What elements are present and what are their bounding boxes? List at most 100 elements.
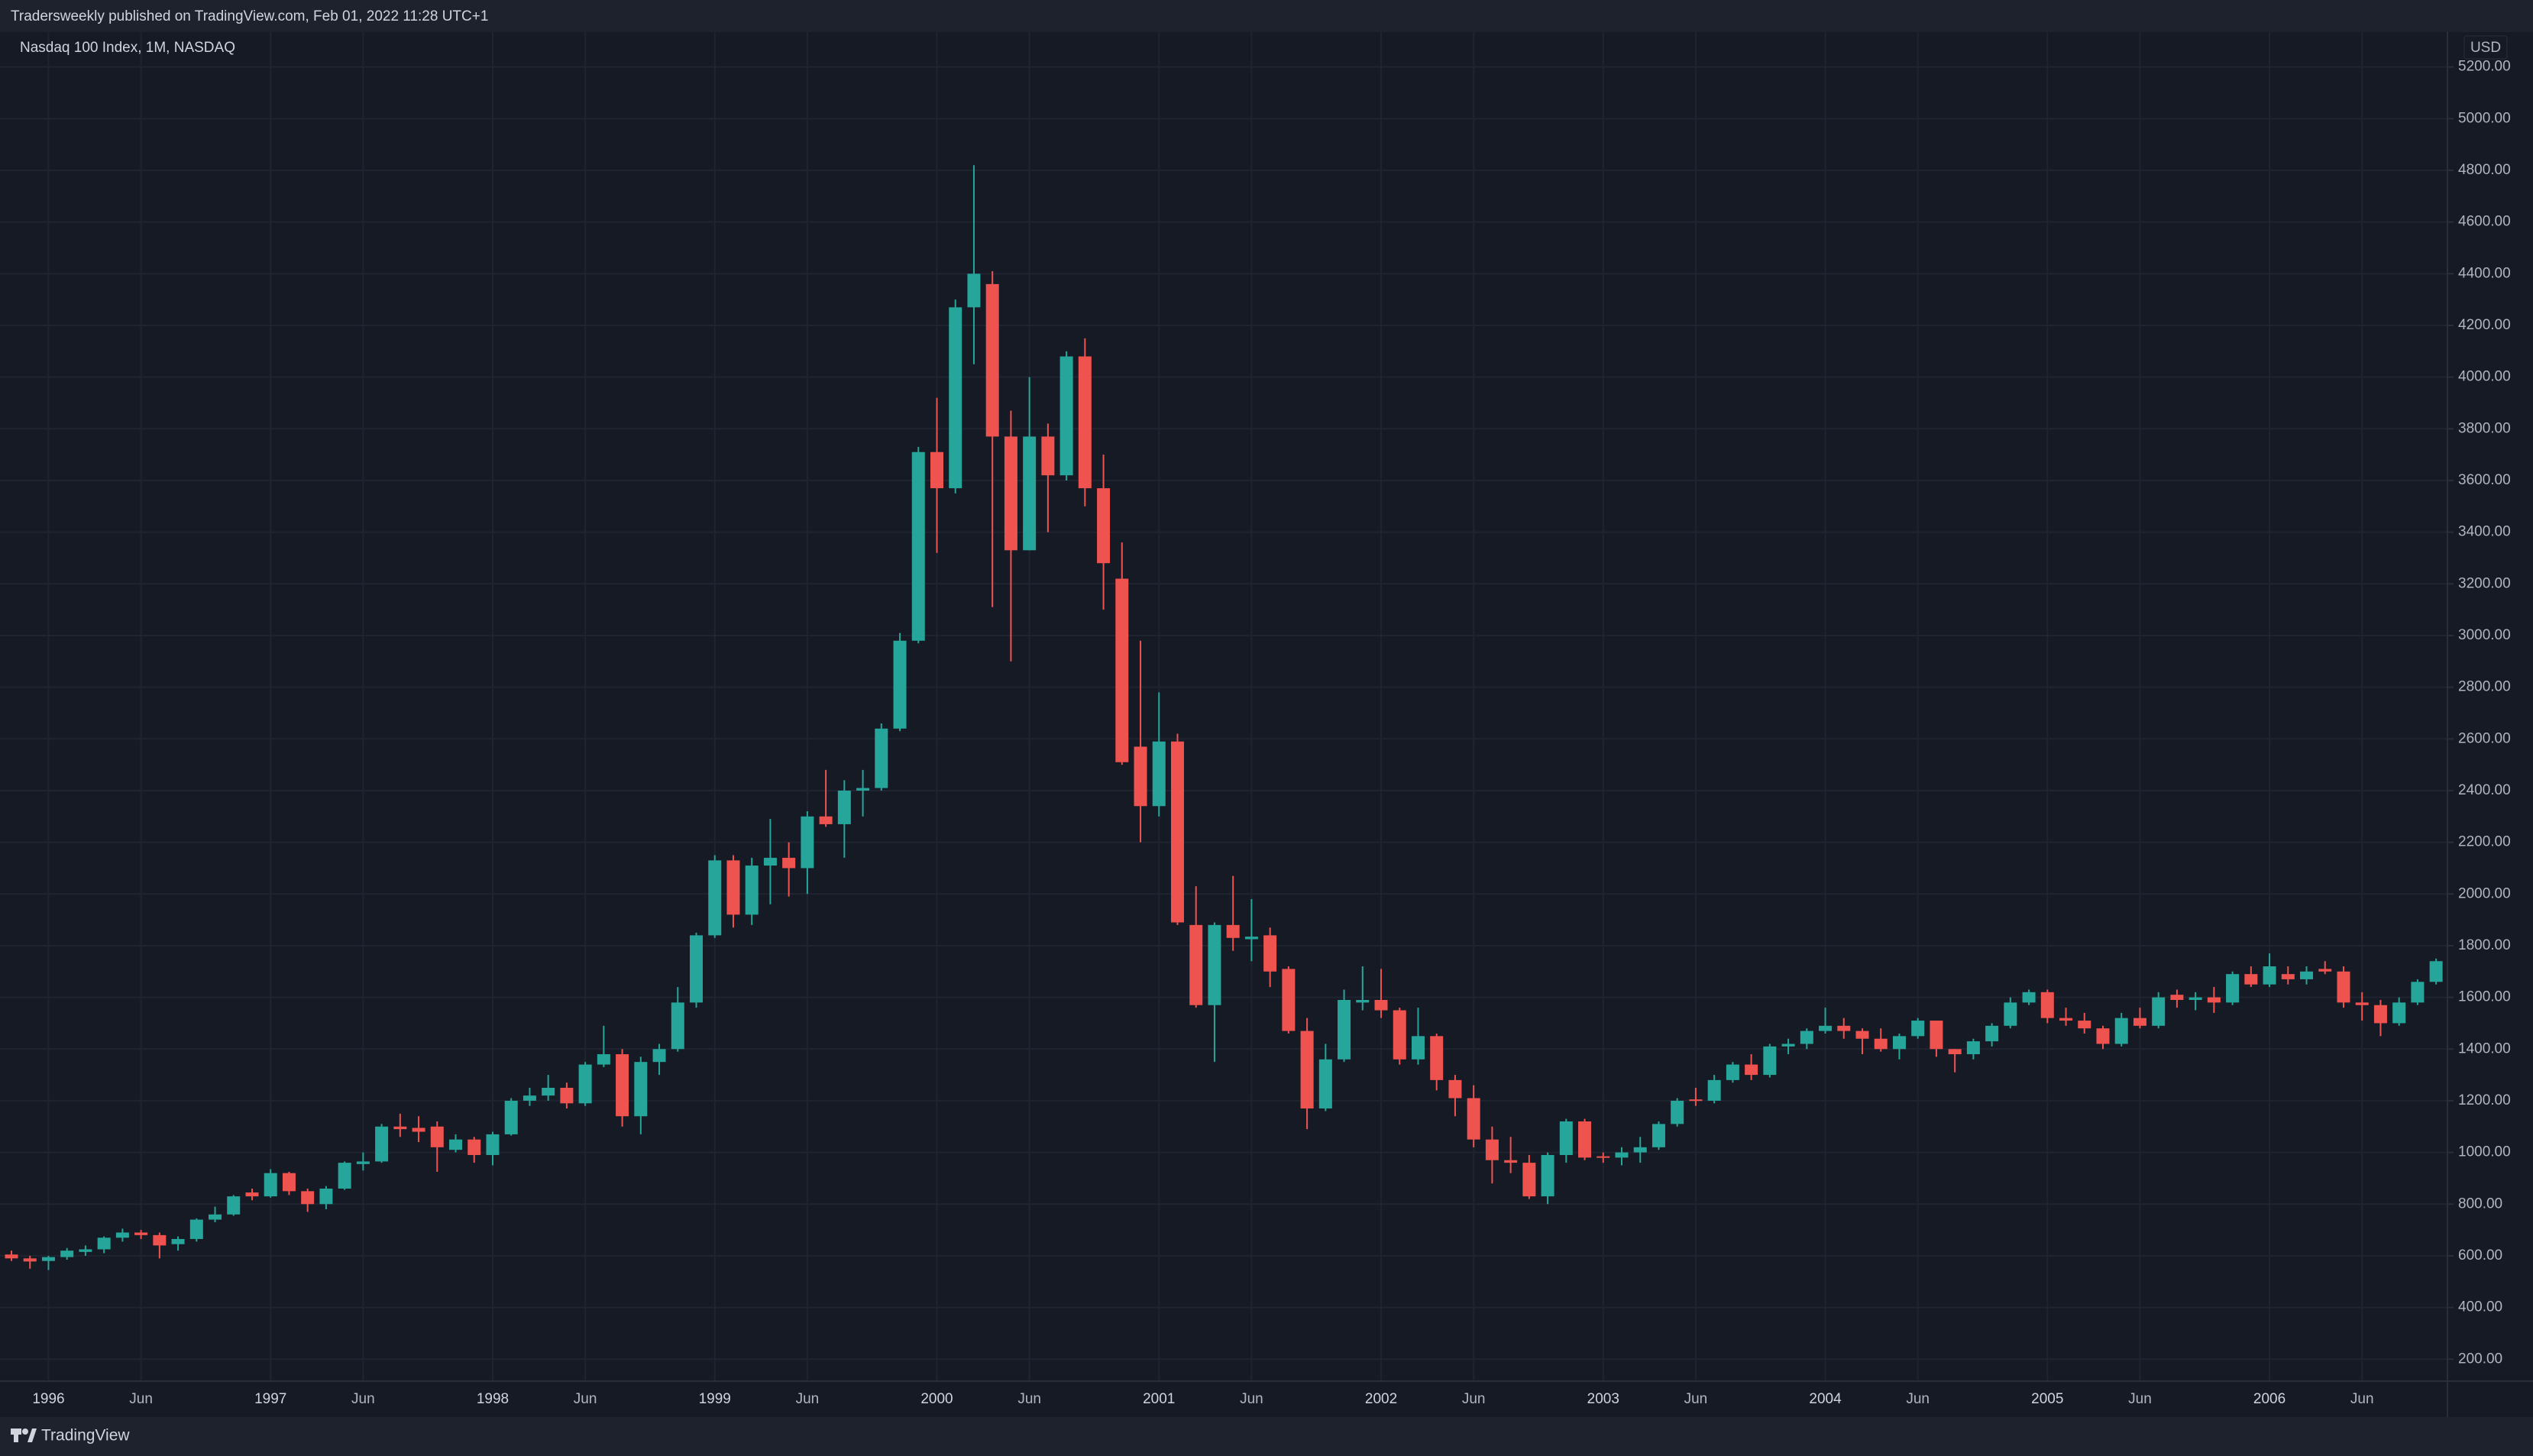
candle-body xyxy=(23,1258,37,1262)
candle-body xyxy=(763,857,777,866)
candle-body xyxy=(2096,1028,2110,1044)
x-tick-label: 1997 xyxy=(254,1391,286,1407)
candle-body xyxy=(616,1054,629,1117)
y-tick-label: 600.00 xyxy=(2458,1247,2502,1263)
candle-body xyxy=(1800,1031,1813,1044)
candle-body xyxy=(209,1214,222,1220)
candle-body xyxy=(1115,578,1129,762)
candle-body xyxy=(2114,1018,2128,1044)
candle-body xyxy=(1689,1099,1703,1102)
y-tick-label: 4400.00 xyxy=(2458,265,2511,281)
y-tick-label: 2800.00 xyxy=(2458,679,2511,695)
y-tick-label: 2600.00 xyxy=(2458,730,2511,746)
candle-body xyxy=(1671,1100,1684,1124)
footer-logo-text: TradingView xyxy=(41,1427,130,1445)
candle-body xyxy=(1837,1025,1851,1031)
y-tick-label: 4800.00 xyxy=(2458,162,2511,178)
candle-body xyxy=(967,273,981,308)
candle-body xyxy=(2337,971,2350,1003)
candle-body xyxy=(2059,1018,2073,1021)
candle-body xyxy=(1781,1043,1795,1047)
candle-body xyxy=(2040,992,2054,1018)
candle-body xyxy=(1707,1079,1721,1101)
candle-body xyxy=(1504,1160,1518,1163)
candle-body xyxy=(1633,1147,1647,1153)
y-tick-label: 2000.00 xyxy=(2458,885,2511,901)
candle-body xyxy=(985,283,999,437)
candle-body xyxy=(1282,969,1296,1031)
candle-body xyxy=(690,935,704,1003)
candle-body xyxy=(5,1254,18,1259)
y-tick-label: 200.00 xyxy=(2458,1351,2502,1367)
candle-body xyxy=(801,816,814,869)
candle-body xyxy=(2170,995,2184,1000)
candle-body xyxy=(1522,1163,1536,1197)
candle-body xyxy=(430,1126,444,1147)
y-tick-label: 1600.00 xyxy=(2458,989,2511,1005)
candle-body xyxy=(875,728,888,788)
candle-body xyxy=(2373,1005,2387,1024)
y-tick-label: 1800.00 xyxy=(2458,937,2511,953)
candle-body xyxy=(393,1126,407,1130)
candle-body xyxy=(2411,982,2425,1003)
candle-body xyxy=(1374,999,1388,1011)
candle-body xyxy=(2188,997,2202,1000)
plot-area xyxy=(0,32,2447,1381)
y-tick-label: 2200.00 xyxy=(2458,834,2511,850)
y-tick-label: 3200.00 xyxy=(2458,575,2511,591)
candle-body xyxy=(2318,969,2332,972)
candle-body xyxy=(375,1126,389,1162)
candle-body xyxy=(1263,935,1277,972)
candle-body xyxy=(486,1134,500,1155)
y-tick-label: 1000.00 xyxy=(2458,1144,2511,1160)
x-tick-label: 2001 xyxy=(1143,1391,1175,1407)
candle-body xyxy=(227,1196,241,1215)
candle-body xyxy=(1097,488,1111,564)
candle-body xyxy=(2263,966,2276,985)
candle-body xyxy=(1819,1025,1833,1031)
x-tick-label: 2000 xyxy=(920,1391,953,1407)
y-tick-label: 3400.00 xyxy=(2458,524,2511,540)
x-tick-label: Jun xyxy=(1240,1391,1263,1407)
candle-body xyxy=(1393,1010,1406,1060)
candle-body xyxy=(245,1192,259,1197)
candle-body xyxy=(1134,746,1147,807)
candle-body xyxy=(115,1232,129,1238)
candle-body xyxy=(1338,999,1351,1060)
candle-body xyxy=(153,1234,167,1246)
candle-body xyxy=(1855,1031,1869,1039)
candle-body xyxy=(1411,1036,1425,1060)
candle-body xyxy=(1485,1139,1499,1160)
candle-body xyxy=(2152,997,2166,1026)
header-bar xyxy=(0,0,2533,32)
candle-body xyxy=(282,1173,296,1192)
x-tick-label: 1999 xyxy=(699,1391,731,1407)
x-tick-label: Jun xyxy=(796,1391,820,1407)
candle-body xyxy=(1930,1021,1943,1050)
candle-body xyxy=(2244,974,2258,985)
candle-body xyxy=(1356,999,1370,1003)
candle-body xyxy=(726,860,740,915)
y-tick-label: 800.00 xyxy=(2458,1196,2502,1212)
x-tick-label: 1996 xyxy=(32,1391,64,1407)
x-tick-label: Jun xyxy=(129,1391,153,1407)
y-tick-label: 1400.00 xyxy=(2458,1040,2511,1056)
candle-body xyxy=(338,1163,351,1189)
x-tick-label: Jun xyxy=(2128,1391,2152,1407)
y-tick-label: 400.00 xyxy=(2458,1299,2502,1315)
candle-body xyxy=(671,1002,684,1050)
candle-body xyxy=(1244,937,1258,940)
candle-body xyxy=(319,1188,333,1205)
candle-body xyxy=(264,1173,277,1197)
candle-body xyxy=(1318,1059,1332,1109)
candle-body xyxy=(1226,924,1240,938)
candle-body xyxy=(634,1062,648,1117)
candle-body xyxy=(560,1088,574,1104)
candle-body xyxy=(856,788,870,791)
candle-body xyxy=(2300,971,2314,979)
candle-body xyxy=(2133,1018,2146,1026)
candle-body xyxy=(1004,436,1017,551)
y-tick-label: 2400.00 xyxy=(2458,782,2511,798)
candle-body xyxy=(1541,1154,1554,1197)
